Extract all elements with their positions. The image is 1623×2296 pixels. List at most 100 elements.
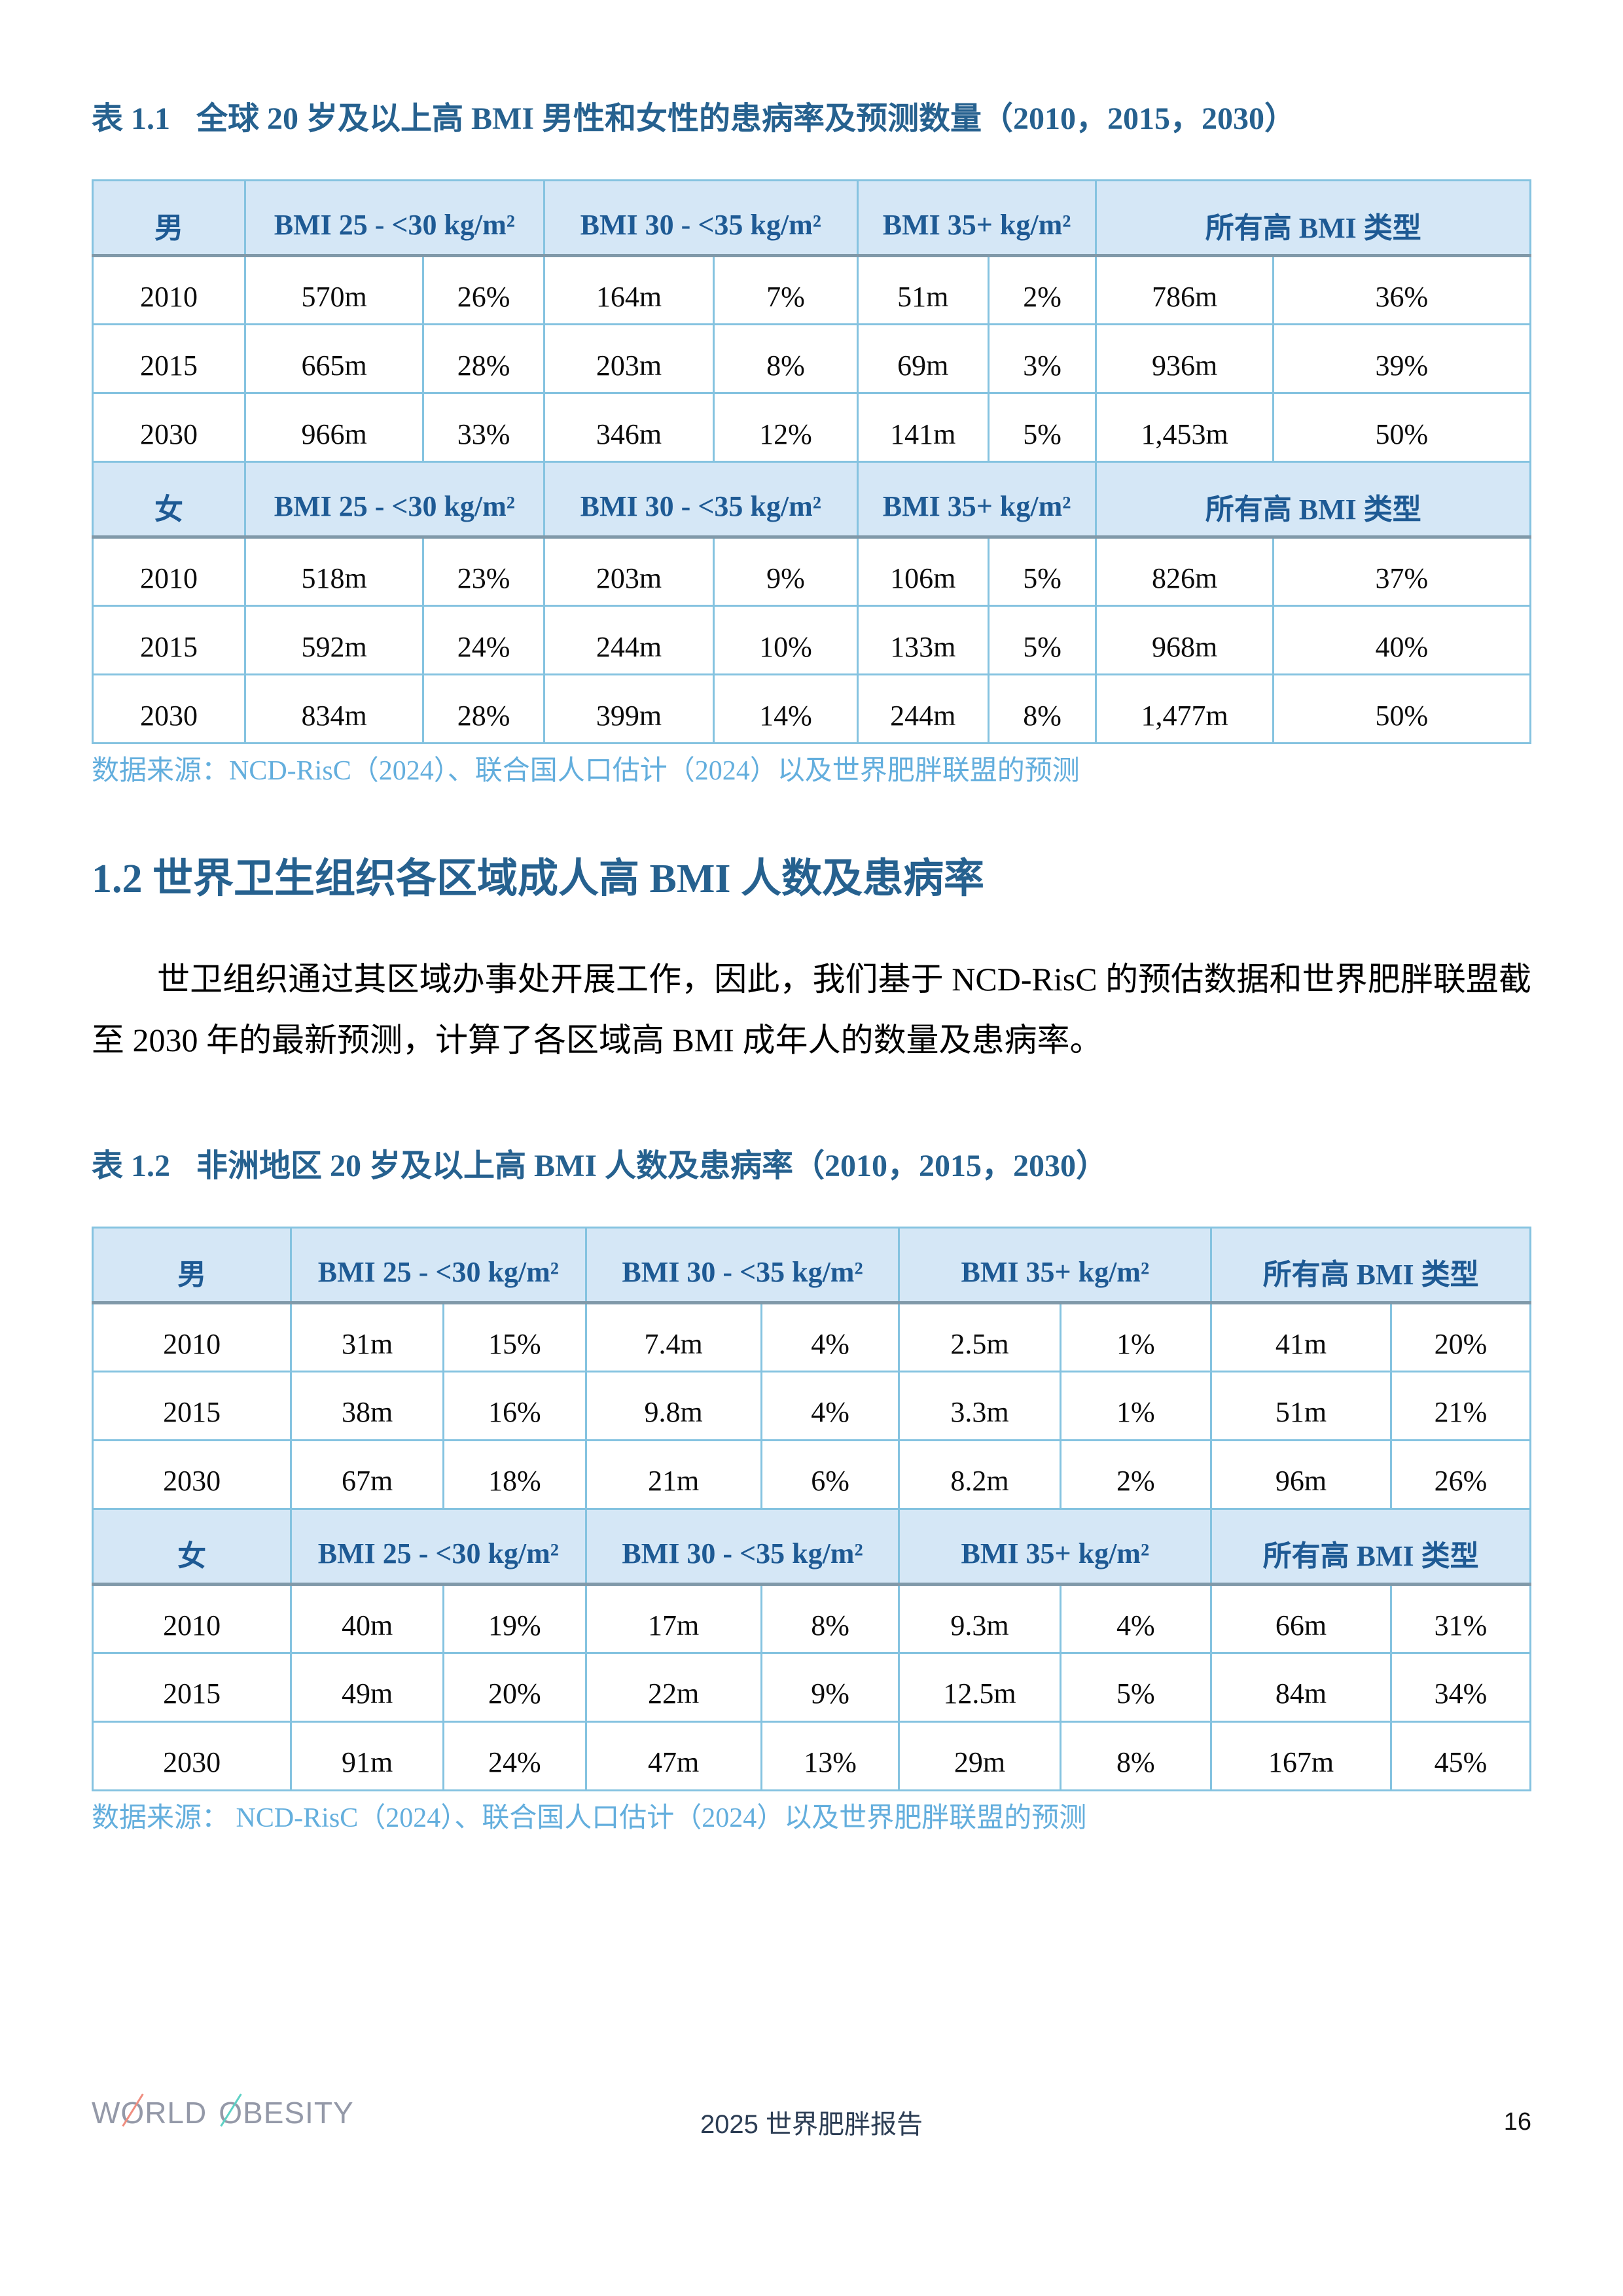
bmi-25-30-header-cell: BMI 25 - <30 kg/m²: [290, 1226, 587, 1304]
table-row: 2015 592m 24% 244m 10% 133m 5% 968m 40%: [92, 605, 1532, 675]
year-cell: 2015: [91, 1370, 293, 1441]
percent-cell: 50%: [1272, 673, 1532, 744]
percent-cell: 4%: [760, 1370, 901, 1441]
table-row: 2010 570m 26% 164m 7% 51m 2% 786m 36%: [92, 255, 1532, 325]
count-cell: 106m: [856, 536, 990, 607]
table-row: 2015 38m 16% 9.8m 4% 3.3m 1% 51m 21%: [91, 1370, 1532, 1441]
year-cell: 2010: [92, 536, 246, 607]
percent-cell: 3%: [987, 323, 1097, 394]
count-cell: 141m: [856, 392, 990, 463]
percent-cell: 12%: [713, 392, 859, 463]
table-1-2-caption: 表 1.2 非洲地区 20 岁及以上高 BMI 人数及患病率（2010，2015，…: [92, 1147, 1531, 1186]
count-cell: 41m: [1210, 1301, 1392, 1372]
count-cell: 9.8m: [584, 1370, 762, 1441]
section-1-2-paragraph: 世卫组织通过其区域办事处开展工作，因此，我们基于 NCD-RisC 的预估数据和…: [92, 960, 1531, 1058]
count-cell: 786m: [1095, 255, 1274, 325]
percent-cell: 8%: [713, 323, 859, 394]
count-cell: 1,477m: [1095, 673, 1274, 744]
percent-cell: 24%: [422, 605, 545, 675]
bmi-25-30-header-cell: BMI 25 - <30 kg/m²: [243, 461, 545, 539]
year-cell: 2010: [91, 1583, 293, 1654]
count-cell: 40m: [290, 1583, 445, 1654]
percent-cell: 10%: [713, 605, 859, 675]
percent-cell: 31%: [1389, 1583, 1532, 1654]
bmi-all-header-cell: 所有高 BMI 类型: [1210, 1226, 1531, 1304]
table-1-2-male-header-row: 男 BMI 25 - <30 kg/m² BMI 30 - <35 kg/m² …: [91, 1226, 1531, 1304]
count-cell: 22m: [584, 1651, 762, 1723]
page-content: 表 1.1 全球 20 岁及以上高 BMI 男性和女性的患病率及预测数量（2010…: [91, 101, 1532, 1833]
percent-cell: 4%: [1059, 1583, 1213, 1654]
section-1-2-heading: 1.2 世界卫生组织各区域成人高 BMI 人数及患病率: [92, 856, 985, 901]
world-obesity-logo: WORLD OBESITY: [92, 2095, 354, 2130]
count-cell: 133m: [856, 605, 990, 675]
count-cell: 968m: [1095, 605, 1274, 675]
percent-cell: 50%: [1272, 392, 1532, 463]
count-cell: 518m: [243, 536, 425, 607]
logo-text: BESITY: [243, 2096, 354, 2130]
count-cell: 51m: [856, 255, 990, 325]
obesity-o-slash-icon: O: [219, 2096, 243, 2130]
footer-document-title: 2025 世界肥胖报告: [700, 2110, 923, 2139]
percent-cell: 39%: [1272, 323, 1532, 394]
percent-cell: 5%: [987, 392, 1097, 463]
percent-cell: 5%: [1059, 1651, 1213, 1723]
year-cell: 2030: [91, 1439, 293, 1510]
table-row: 2015 49m 20% 22m 9% 12.5m 5% 84m 34%: [91, 1651, 1532, 1723]
percent-cell: 14%: [713, 673, 859, 744]
world-o-slash-icon: O: [120, 2096, 145, 2130]
year-cell: 2015: [92, 323, 246, 394]
count-cell: 29m: [898, 1720, 1061, 1791]
table-1-1-male-header-row: 男 BMI 25 - <30 kg/m² BMI 30 - <35 kg/m² …: [92, 179, 1531, 257]
count-cell: 826m: [1095, 536, 1274, 607]
percent-cell: 21%: [1389, 1370, 1532, 1441]
table-row: 2030 966m 33% 346m 12% 141m 5% 1,453m 50…: [92, 392, 1532, 463]
footer-page-number: 16: [1503, 2108, 1531, 2136]
table-row: 2030 834m 28% 399m 14% 244m 8% 1,477m 50…: [92, 673, 1532, 744]
table-1-2-source: 数据来源： NCD-RisC（2024）、联合国人口估计（2024）以及世界肥胖…: [92, 1803, 1087, 1833]
count-cell: 244m: [543, 605, 715, 675]
count-cell: 399m: [543, 673, 715, 744]
table-1-1-source: 数据来源：NCD-RisC（2024）、联合国人口估计（2024）以及世界肥胖联…: [92, 756, 1080, 786]
percent-cell: 9%: [760, 1651, 901, 1723]
count-cell: 164m: [543, 255, 715, 325]
percent-cell: 6%: [760, 1439, 901, 1510]
sex-header-cell: 男: [92, 179, 246, 257]
count-cell: 244m: [856, 673, 990, 744]
percent-cell: 18%: [442, 1439, 587, 1510]
count-cell: 9.3m: [898, 1583, 1061, 1654]
table-row: 2015 665m 28% 203m 8% 69m 3% 936m 39%: [92, 323, 1532, 394]
percent-cell: 16%: [442, 1370, 587, 1441]
percent-cell: 23%: [422, 536, 545, 607]
count-cell: 84m: [1210, 1651, 1392, 1723]
percent-cell: 1%: [1059, 1370, 1213, 1441]
count-cell: 21m: [584, 1439, 762, 1510]
percent-cell: 37%: [1272, 536, 1532, 607]
page-footer: WORLD OBESITY 2025 世界肥胖报告 16: [92, 2080, 1531, 2145]
count-cell: 592m: [243, 605, 425, 675]
table-1-2-caption-text: 非洲地区 20 岁及以上高 BMI 人数及患病率（2010，2015，2030）: [196, 1148, 1108, 1183]
footer-logo-area: WORLD OBESITY: [92, 2095, 542, 2130]
count-cell: 203m: [543, 536, 715, 607]
count-cell: 1,453m: [1095, 392, 1274, 463]
percent-cell: 1%: [1059, 1301, 1213, 1372]
count-cell: 346m: [543, 392, 715, 463]
table-1-1-caption-label: 表 1.1: [92, 101, 171, 136]
count-cell: 167m: [1210, 1720, 1392, 1791]
percent-cell: 26%: [422, 255, 545, 325]
percent-cell: 8%: [1059, 1720, 1213, 1791]
percent-cell: 8%: [987, 673, 1097, 744]
bmi-35-header-cell: BMI 35+ kg/m²: [856, 179, 1097, 257]
percent-cell: 2%: [1059, 1439, 1213, 1510]
table-1-2-caption-label: 表 1.2: [92, 1148, 171, 1183]
year-cell: 2010: [92, 255, 246, 325]
bmi-35-header-cell: BMI 35+ kg/m²: [856, 461, 1097, 539]
table-1-1-female-header-row: 女 BMI 25 - <30 kg/m² BMI 30 - <35 kg/m² …: [92, 461, 1531, 539]
bmi-25-30-header-cell: BMI 25 - <30 kg/m²: [243, 179, 545, 257]
count-cell: 966m: [243, 392, 425, 463]
table-row: 2030 67m 18% 21m 6% 8.2m 2% 96m 26%: [91, 1439, 1532, 1510]
year-cell: 2030: [92, 392, 246, 463]
percent-cell: 33%: [422, 392, 545, 463]
table-row: 2010 40m 19% 17m 8% 9.3m 4% 66m 31%: [91, 1583, 1532, 1654]
table-1-1: 男 BMI 25 - <30 kg/m² BMI 30 - <35 kg/m² …: [92, 179, 1532, 744]
